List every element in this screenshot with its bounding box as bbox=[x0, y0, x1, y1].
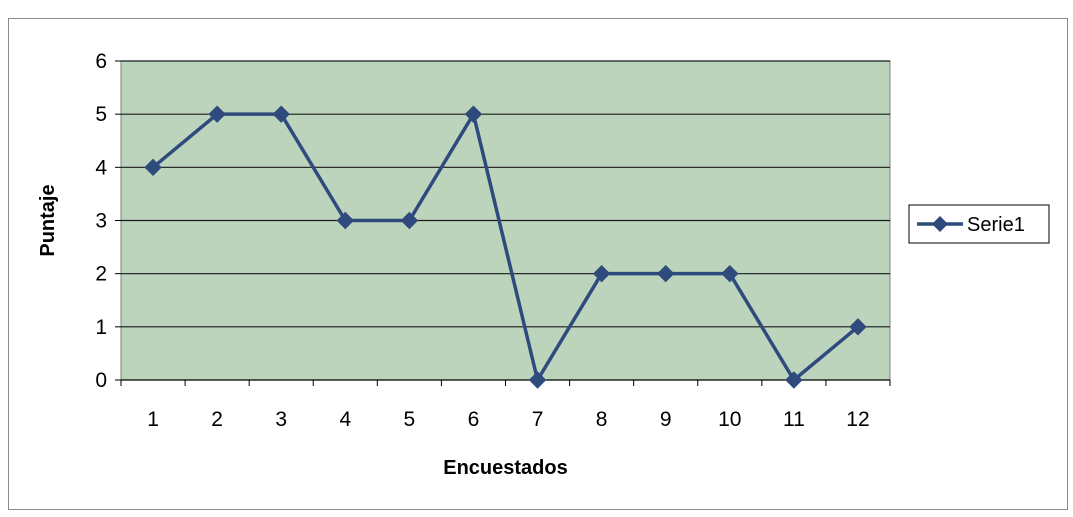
x-tick-label: 6 bbox=[468, 408, 480, 431]
series-layer bbox=[144, 105, 867, 389]
data-point-marker bbox=[208, 105, 226, 123]
x-tick-label: 8 bbox=[596, 408, 608, 431]
y-axis-title: Puntaje bbox=[37, 184, 59, 256]
y-tick-label: 2 bbox=[95, 263, 107, 286]
series-line-serie1 bbox=[151, 112, 860, 382]
x-tick-label: 12 bbox=[846, 408, 869, 431]
y-tick-label: 1 bbox=[95, 316, 107, 339]
y-tick-label: 5 bbox=[95, 103, 107, 126]
x-tick-label: 9 bbox=[660, 408, 672, 431]
data-point-marker bbox=[592, 264, 611, 283]
x-axis-title: Encuestados bbox=[443, 457, 567, 479]
data-point-marker bbox=[657, 264, 675, 283]
data-point-marker bbox=[528, 371, 547, 389]
y-tick-label: 6 bbox=[95, 50, 107, 73]
x-axis bbox=[120, 379, 891, 386]
x-tick-label: 7 bbox=[532, 408, 544, 431]
legend-label-serie1: Serie1 bbox=[967, 214, 1025, 236]
data-point-marker bbox=[721, 264, 739, 283]
data-point-marker bbox=[464, 105, 483, 123]
x-tick-label: 11 bbox=[783, 408, 805, 431]
data-point-marker bbox=[144, 158, 162, 177]
x-tick-label: 4 bbox=[339, 408, 351, 431]
y-tick-label: 4 bbox=[95, 156, 107, 179]
y-axis-tick-labels: 0 1 2 3 4 5 6 bbox=[95, 50, 107, 392]
data-point-marker bbox=[336, 211, 354, 230]
x-tick-label: 1 bbox=[147, 408, 159, 431]
y-tick-label: 0 bbox=[95, 369, 107, 392]
data-point-marker bbox=[785, 371, 803, 389]
x-tick-label: 2 bbox=[211, 408, 223, 431]
y-tick-label: 3 bbox=[95, 210, 107, 233]
x-tick-label: 5 bbox=[404, 408, 416, 431]
data-point-marker bbox=[272, 105, 290, 123]
x-axis-tick-labels: 1 2 3 4 5 6 7 8 9 10 11 12 bbox=[147, 408, 869, 431]
x-tick-label: 10 bbox=[718, 408, 741, 431]
legend-marker bbox=[932, 216, 948, 232]
legend: Serie1 bbox=[908, 204, 1050, 244]
data-point-marker bbox=[400, 211, 419, 230]
x-tick-label: 3 bbox=[275, 408, 287, 431]
data-point-marker bbox=[849, 318, 867, 336]
